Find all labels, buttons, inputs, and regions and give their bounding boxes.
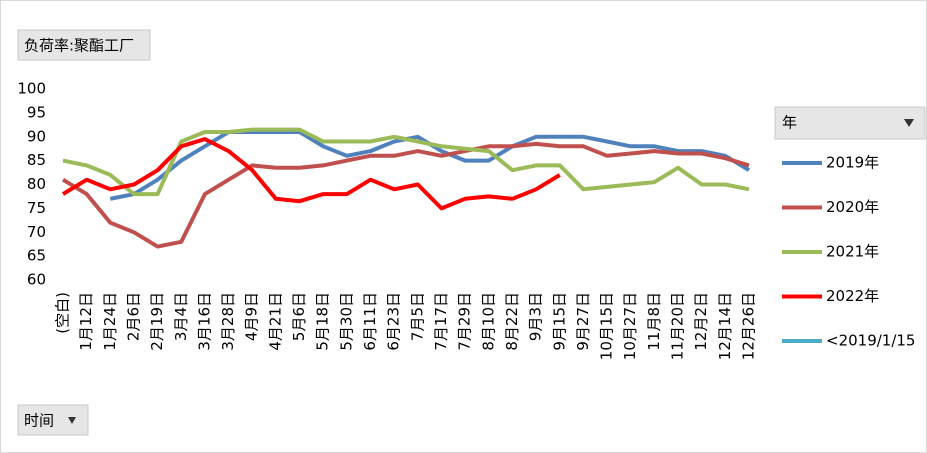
y-tick-label: 95 [27, 103, 46, 121]
y-tick-label: 85 [27, 151, 46, 169]
series-line [61, 141, 750, 249]
series-line [61, 137, 561, 211]
x-tick-label: 8月22日 [503, 292, 521, 351]
legend-label: 2019年 [826, 154, 879, 172]
x-tick-label: 7月17日 [432, 292, 450, 351]
x-tick-label: 3月4日 [172, 292, 190, 341]
legend-label: 2022年 [826, 287, 879, 305]
x-tick-label: 12月26日 [740, 292, 758, 360]
field-button[interactable] [17, 29, 151, 61]
y-tick-label: 80 [27, 175, 46, 193]
y-tick-label: 70 [27, 223, 46, 241]
x-tick-label: 4月9日 [243, 292, 261, 341]
x-tick-label: 9月15日 [550, 292, 568, 351]
dropdown-arrow [68, 417, 76, 424]
x-tick-label: 12月2日 [692, 292, 710, 351]
x-tick-label: 1月12日 [77, 292, 95, 351]
axis-filter[interactable] [17, 404, 89, 436]
x-tick-label: 7月29日 [456, 292, 474, 351]
x-tick-label: 4月21日 [266, 292, 284, 351]
x-tick-label: 5月18日 [314, 292, 332, 351]
legend-label: <2019/1/15 [826, 332, 915, 350]
axis-field: 时间 [24, 412, 54, 430]
x-tick-label: 1月24日 [101, 292, 119, 351]
x-tick-label: 10月27日 [621, 292, 639, 360]
x-tick-label: 3月16日 [195, 292, 213, 351]
x-tick-label: 12月14日 [716, 292, 734, 360]
legend-filter[interactable] [774, 106, 926, 140]
y-tick-label: 75 [27, 199, 46, 217]
x-tick-label: (空白) [54, 292, 72, 334]
x-tick-label: 2月6日 [124, 292, 142, 341]
x-tick-label: 10月15日 [598, 292, 616, 360]
x-tick-label: 6月23日 [385, 292, 403, 351]
x-tick-label: 9月3日 [527, 292, 545, 341]
x-tick-label: 3月28日 [219, 292, 237, 351]
x-tick-label: 7月5日 [408, 292, 426, 341]
x-tick-label: 9月27日 [574, 292, 592, 351]
x-tick-label: 5月30日 [337, 292, 355, 351]
x-tick-label: 5月6日 [290, 292, 308, 341]
y-tick-label: 65 [27, 247, 46, 265]
x-tick-label: 2月19日 [148, 292, 166, 351]
legend-title: 年 [782, 114, 797, 132]
x-tick-label: 11月20日 [669, 292, 687, 360]
legend-label: 2020年 [826, 198, 879, 216]
y-tick-label: 60 [27, 271, 46, 289]
x-tick-label: 6月11日 [361, 292, 379, 351]
y-tick-label: 90 [27, 127, 46, 145]
x-tick-label: 8月10日 [479, 292, 497, 351]
dropdown-arrow [904, 119, 914, 127]
x-tick-label: 11月8日 [645, 292, 663, 351]
legend-label: 2021年 [826, 243, 879, 261]
chart-title: 负荷率:聚酯工厂 [24, 37, 134, 55]
y-tick-label: 100 [17, 80, 46, 98]
